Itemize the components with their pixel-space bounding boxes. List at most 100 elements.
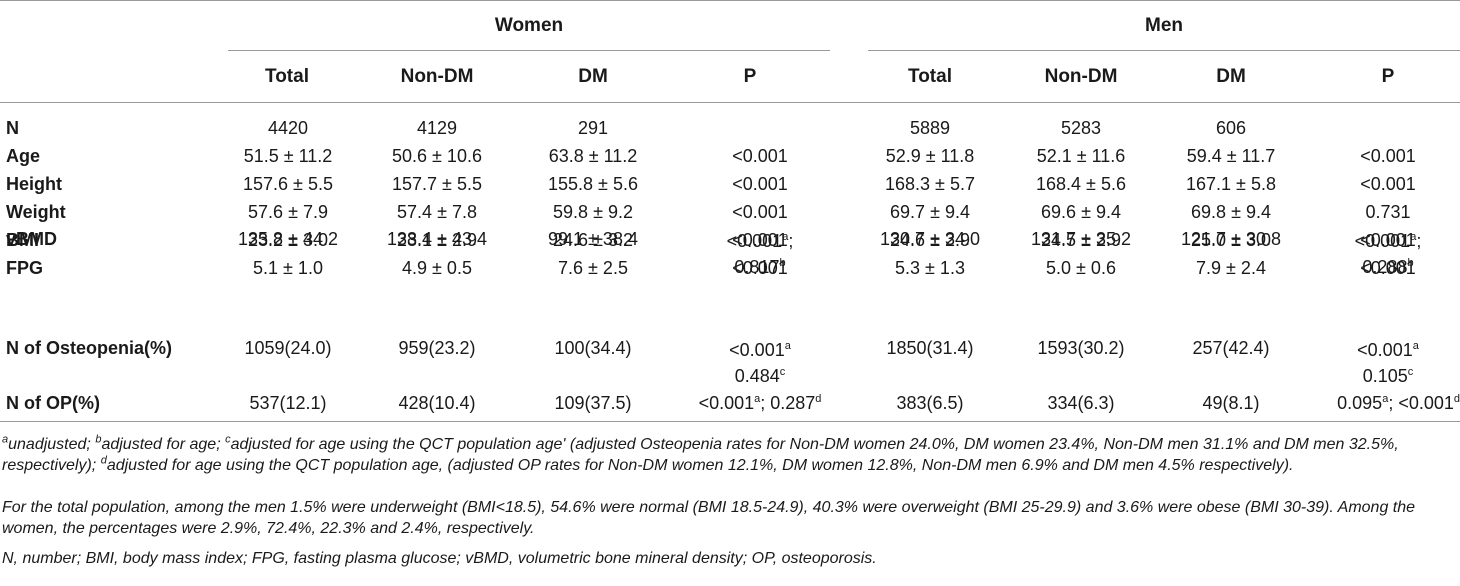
footnote-mark: c xyxy=(225,433,231,446)
table-cell: 49(8.1) xyxy=(1202,393,1260,413)
table-cell: 168.3 ± 5.7 xyxy=(885,174,975,194)
table-cell: <0.001 xyxy=(732,202,788,222)
table-cell: 59.4 ± 11.7 xyxy=(1186,146,1276,166)
row-label-weight: Weight xyxy=(6,202,66,222)
table-cell: 1850(31.4) xyxy=(886,338,974,358)
header-bottom-rule xyxy=(0,102,1460,103)
p-value-part: <0.001 xyxy=(729,340,785,360)
table-cell: 24.6 ± 2.9 xyxy=(890,230,970,250)
table-cell: 59.8 ± 9.2 xyxy=(553,202,633,222)
table-cell: <0.001 xyxy=(732,146,788,166)
p-value-part: 0.095 xyxy=(1337,393,1383,413)
table-cell: 5889 xyxy=(909,118,951,138)
footnote-mark: b xyxy=(95,433,102,446)
table-cell: 69.7 ± 9.4 xyxy=(890,202,970,222)
table-cell: 155.8 ± 5.6 xyxy=(548,174,638,194)
p-value-part: 0.484 xyxy=(734,366,780,386)
table-cell: 606 xyxy=(1215,118,1247,138)
table-cell: 959(23.2) xyxy=(398,338,476,358)
col-header-men-total: Total xyxy=(908,66,952,87)
footnote-text: unadjusted; xyxy=(8,436,96,453)
table-cell: 69.8 ± 9.4 xyxy=(1191,202,1271,222)
top-rule xyxy=(0,0,1460,1)
table-cell: 57.4 ± 7.8 xyxy=(397,202,477,222)
table-cell: 257(42.4) xyxy=(1192,338,1270,358)
footnote-mark: d xyxy=(100,454,107,467)
table-cell: 52.1 ± 11.6 xyxy=(1036,146,1126,166)
table-cell: 63.8 ± 11.2 xyxy=(548,146,638,166)
footnote-mark: a xyxy=(1382,393,1389,405)
p-value-part: <0.001 xyxy=(1357,340,1413,360)
table-cell: 7.6 ± 2.5 xyxy=(558,258,628,278)
footnote-mark: c xyxy=(779,366,786,378)
footnote-adjustments: aunadjusted; badjusted for age; c adjuste… xyxy=(2,434,1458,476)
table-cell: 51.5 ± 11.2 xyxy=(243,146,333,166)
footnote-bmi-population: For the total population, among the men … xyxy=(2,499,1416,537)
table-cell: 291 xyxy=(577,118,609,138)
men-group-rule xyxy=(868,50,1460,51)
table-cell: 4420 xyxy=(267,118,309,138)
row-label-op: N of OP(%) xyxy=(6,393,100,413)
col-header-women-total: Total xyxy=(265,66,309,87)
col-header-women-p: P xyxy=(743,66,757,87)
footnote-mark: a xyxy=(1412,340,1419,352)
p-value-men-osteopenia: <0.001a 0.105c xyxy=(1318,337,1458,389)
table-cell: 24.6 ± 3.2 xyxy=(553,230,633,250)
col-header-men-p: P xyxy=(1381,66,1395,87)
table-cell: 109(37.5) xyxy=(554,393,632,413)
table-cell: 157.6 ± 5.5 xyxy=(243,174,333,194)
p-value-men-vbmd: <0.001a; 0.288b xyxy=(1318,228,1458,280)
table-cell: 0.731 xyxy=(1365,202,1411,222)
table-cell: 7.9 ± 2.4 xyxy=(1196,258,1266,278)
p-value-sep: ; xyxy=(788,231,794,251)
table-cell: 121.7 ± 30.8 xyxy=(1181,229,1281,249)
table-cell: <0.001 xyxy=(732,258,788,278)
footnote-mark: d xyxy=(1453,393,1460,405)
table-cell: 5283 xyxy=(1060,118,1102,138)
p-value-part: <0.001 xyxy=(726,231,783,251)
p-value-women-osteopenia: <0.001a 0.484c xyxy=(690,337,830,389)
footnote-text: adjusted for age; xyxy=(101,436,226,453)
footnote-mark: b xyxy=(1407,257,1414,269)
table-cell: <0.001 xyxy=(1360,174,1416,194)
col-header-women-nondm: Non-DM xyxy=(400,66,474,87)
footnote-mark: d xyxy=(815,393,822,405)
table-cell: 5.0 ± 0.6 xyxy=(1046,258,1116,278)
table-cell: <0.001 xyxy=(1360,258,1416,278)
footnote-mark: a xyxy=(2,433,9,446)
table-cell: <0.001 xyxy=(732,230,788,250)
table-cell: 23.1 ± 2.9 xyxy=(397,230,477,250)
row-label-age: Age xyxy=(6,146,41,166)
p-value-women-vbmd: <0.001a; 0.817b xyxy=(690,228,830,280)
p-value-sep: ; xyxy=(1416,231,1422,251)
table-cell: 428(10.4) xyxy=(398,393,476,413)
table-cell: 24.5 ± 2.9 xyxy=(1041,230,1121,250)
row-label-n: N xyxy=(6,118,19,138)
table-cell: <0.001 xyxy=(1360,230,1416,250)
p-value-men-op: 0.095a; <0.001d xyxy=(1300,392,1460,414)
table-cell: 57.6 ± 7.9 xyxy=(248,202,328,222)
table-cell: 50.6 ± 10.6 xyxy=(392,146,482,166)
table-cell: 131.7 ± 35.2 xyxy=(1031,229,1131,249)
footnote-mark: c xyxy=(1407,366,1414,378)
women-group-header: Women xyxy=(494,15,564,36)
p-value-part: ; 0.287 xyxy=(760,393,816,413)
table-bottom-rule xyxy=(0,421,1460,422)
table-cell: 383(6.5) xyxy=(896,393,964,413)
p-value-part: <0.001 xyxy=(1354,231,1411,251)
row-label-osteopenia: N of Osteopenia(%) xyxy=(6,338,173,358)
footnote-mark: a xyxy=(784,340,791,352)
footnote-text: adjusted for age using the QCT populatio… xyxy=(106,457,1294,474)
women-group-rule xyxy=(228,50,830,51)
footnote-text: adjusted for age using the QCT populatio… xyxy=(2,436,1399,474)
col-header-women-dm: DM xyxy=(578,66,608,87)
table-cell: 168.4 ± 5.6 xyxy=(1036,174,1126,194)
table-cell: 4129 xyxy=(416,118,458,138)
col-header-men-dm: DM xyxy=(1216,66,1246,87)
table-cell: 138.4 ± 43.4 xyxy=(387,229,487,249)
footnote-abbreviations: N, number; BMI, body mass index; FPG, fa… xyxy=(2,550,877,567)
table-cell: 69.6 ± 9.4 xyxy=(1041,202,1121,222)
footnote-mark: b xyxy=(779,257,786,269)
table-cell: 4.9 ± 0.5 xyxy=(402,258,472,278)
table-cell: 537(12.1) xyxy=(249,393,327,413)
